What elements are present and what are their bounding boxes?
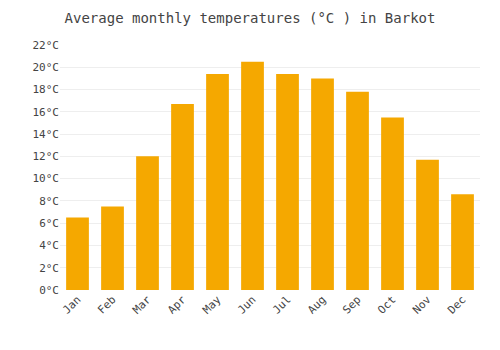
svg-text:12°C: 12°C (33, 150, 60, 163)
svg-text:0°C: 0°C (39, 284, 59, 297)
svg-text:Average monthly temperatures (: Average monthly temperatures (°C ) in Ba… (65, 10, 436, 26)
svg-text:Jan: Jan (60, 293, 83, 316)
svg-text:Feb: Feb (95, 293, 118, 316)
svg-text:16°C: 16°C (33, 106, 60, 119)
svg-text:Oct: Oct (375, 293, 398, 316)
svg-text:14°C: 14°C (33, 128, 60, 141)
svg-text:4°C: 4°C (39, 239, 59, 252)
svg-text:Dec: Dec (445, 293, 468, 316)
svg-text:Apr: Apr (165, 293, 189, 317)
svg-text:Sep: Sep (340, 293, 363, 316)
svg-text:Aug: Aug (305, 293, 328, 316)
svg-text:18°C: 18°C (33, 83, 60, 96)
svg-text:20°C: 20°C (33, 61, 60, 74)
svg-text:8°C: 8°C (39, 195, 59, 208)
svg-text:Jul: Jul (270, 293, 293, 316)
svg-text:22°C: 22°C (33, 39, 60, 52)
svg-text:Nov: Nov (410, 293, 434, 317)
svg-text:Jun: Jun (235, 293, 258, 316)
svg-text:May: May (200, 293, 224, 317)
svg-text:6°C: 6°C (39, 217, 59, 230)
svg-text:Mar: Mar (130, 293, 154, 317)
svg-text:2°C: 2°C (39, 262, 59, 275)
svg-text:10°C: 10°C (33, 172, 60, 185)
